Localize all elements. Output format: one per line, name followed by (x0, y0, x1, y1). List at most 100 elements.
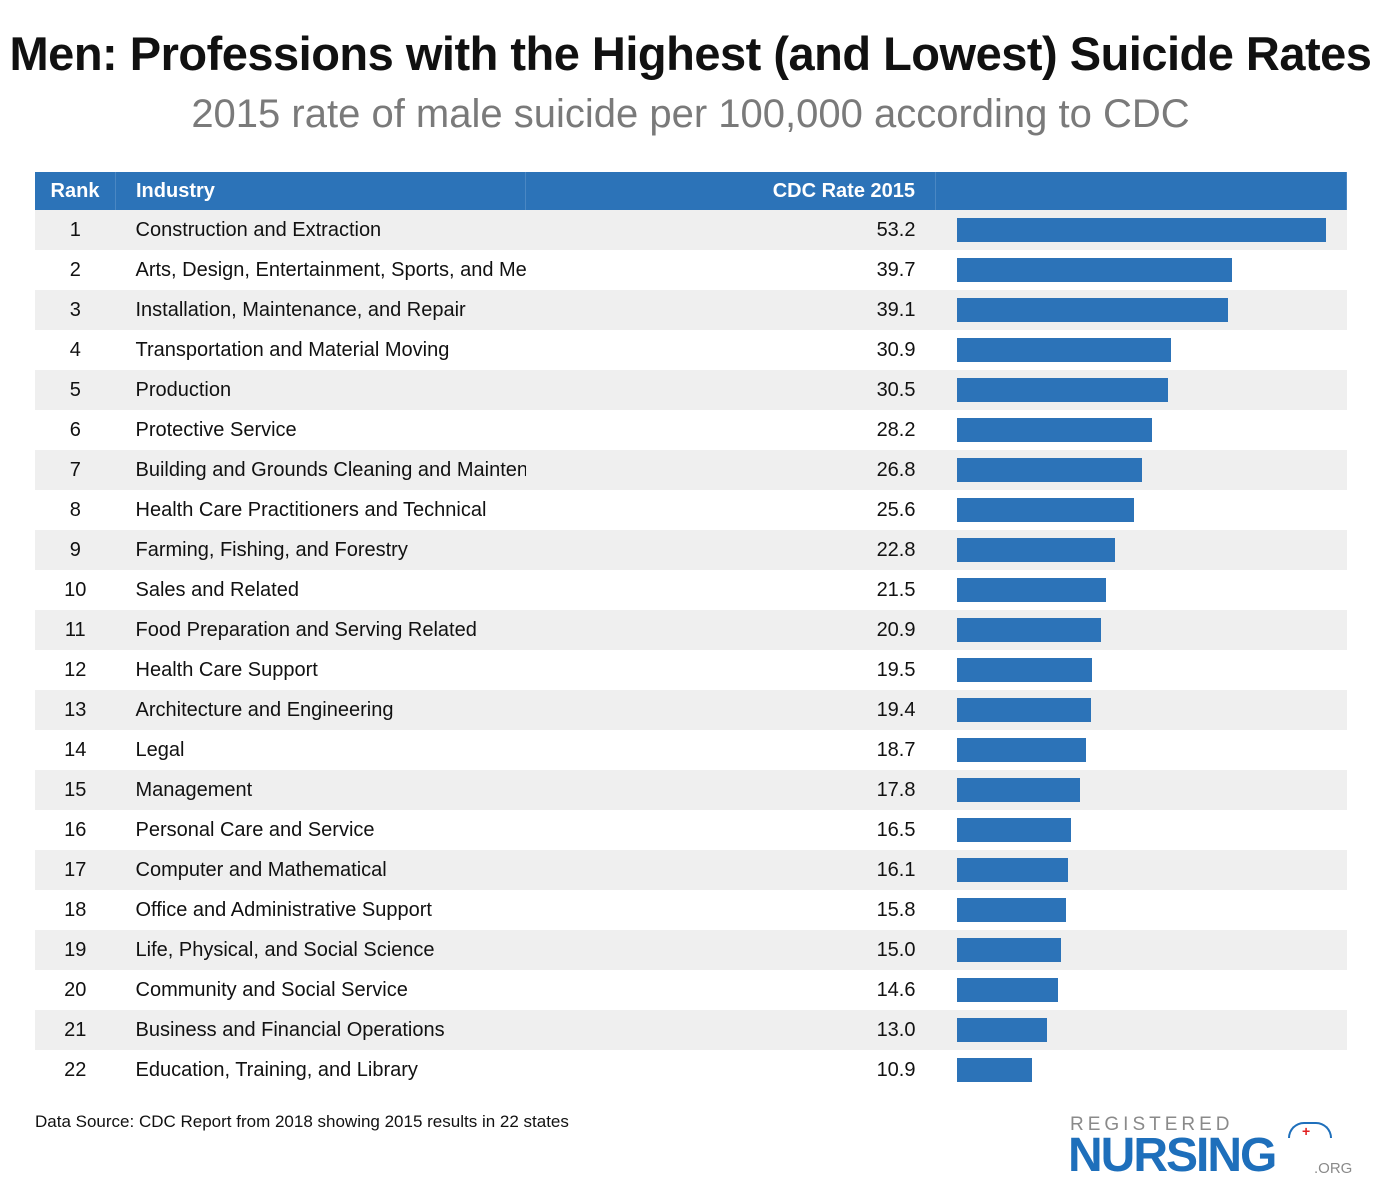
bar (956, 538, 1115, 562)
bar (956, 738, 1087, 762)
table-row: 17 Computer and Mathematical 16.1 (35, 850, 1347, 890)
rate-cell: 22.8 (525, 530, 936, 570)
bar (956, 458, 1143, 482)
industry-cell: Production (115, 370, 526, 410)
chart-title: Men: Professions with the Highest (and L… (9, 27, 1372, 80)
industry-cell: Health Care Support (135, 658, 318, 681)
bar-cell (936, 570, 1347, 610)
bar (956, 578, 1106, 602)
header-row: Rank Industry CDC Rate 2015 (35, 172, 1347, 210)
industry-cell: Health Care Practitioners and Technical (135, 498, 487, 521)
rate-cell: 16.1 (525, 850, 936, 890)
bar-cell (936, 810, 1347, 850)
industry-cell: Community and Social Service (135, 978, 408, 1001)
rate-cell: 15.0 (525, 930, 936, 970)
rank-cell: 6 (69, 418, 81, 441)
rate-cell: 13.0 (525, 1010, 936, 1050)
rate-cell: 18.7 (876, 738, 916, 761)
bar-cell (936, 650, 1347, 690)
table-row: 11 Food Preparation and Serving Related 20… (35, 610, 1347, 650)
industry-cell: Farming, Fishing, and Forestry (115, 530, 526, 570)
table-row: 14 Legal 18.7 (35, 730, 1347, 770)
bar-cell (935, 690, 1347, 730)
industry-cell: Legal (135, 738, 185, 761)
rate-cell: 19.4 (525, 690, 936, 730)
table-row: 7 Building and Grounds Cleaning and Maint… (35, 450, 1347, 490)
rate-cell: 30.5 (525, 370, 936, 410)
rate-cell: 20.9 (525, 610, 936, 650)
table-row: 9 Farming, Fishing, and Forestry 22.8 (35, 530, 1347, 570)
rate-cell: 30.9 (876, 338, 916, 361)
table-row: 3 Installation, Maintenance, and Repair 39… (35, 290, 1347, 330)
industry-cell: Education, Training, and Library (135, 1058, 418, 1081)
bar-cell (935, 930, 1347, 970)
bar-cell (936, 730, 1347, 770)
industry-cell: Computer and Mathematical (115, 850, 526, 890)
data-table: Rank Industry CDC Rate 2015 1 Constructio… (35, 172, 1347, 1090)
table-row: 22 Education, Training, and Library 10.9 (35, 1050, 1347, 1090)
table-row: 10 Sales and Related 21.5 (35, 570, 1347, 610)
industry-cell: Sales and Related (135, 578, 299, 601)
rank-cell: 5 (35, 370, 116, 410)
rate-cell: 39.1 (525, 290, 936, 330)
rate-cell: 14.6 (876, 978, 916, 1001)
rank-cell: 21 (35, 1010, 116, 1050)
bar (956, 218, 1326, 242)
rate-cell: 39.7 (876, 258, 916, 281)
rank-cell: 18 (64, 898, 87, 921)
table-row: 21 Business and Financial Operations 13.0 (35, 1010, 1347, 1050)
bar (956, 1018, 1047, 1042)
table-row: 1 Construction and Extraction 53.2 (35, 210, 1347, 250)
industry-cell: Transportation and Material Moving (135, 338, 450, 361)
bar-cell (935, 770, 1347, 810)
rank-cell: 1 (35, 210, 116, 250)
industry-cell: Arts, Design, Entertainment, Sports, and… (135, 258, 526, 281)
bar-cell (936, 330, 1347, 370)
bar-cell (935, 1010, 1347, 1050)
bar (956, 498, 1135, 522)
rate-cell: 26.8 (525, 450, 936, 490)
bar (956, 658, 1092, 682)
rank-cell: 11 (35, 610, 116, 650)
rank-cell: 10 (64, 578, 87, 601)
header-bar (935, 172, 1347, 210)
rank-cell: 17 (35, 850, 116, 890)
table-row: 2 Arts, Design, Entertainment, Sports, an… (35, 250, 1347, 290)
table-row: 5 Production 30.5 (35, 370, 1347, 410)
table-row: 20 Community and Social Service 14.6 (35, 970, 1347, 1010)
bar (956, 978, 1058, 1002)
rank-cell: 16 (64, 818, 87, 841)
bar-cell (935, 610, 1347, 650)
bar (956, 818, 1071, 842)
bar (956, 258, 1232, 282)
header-rank: Rank (35, 172, 116, 210)
rate-cell: 25.6 (876, 498, 916, 521)
registered-nursing-logo: REGISTERED NURSING .ORG + (1068, 1114, 1353, 1182)
bar-cell (935, 210, 1347, 250)
bar (956, 1058, 1033, 1082)
bar-cell (936, 410, 1347, 450)
rate-cell: 21.5 (876, 578, 916, 601)
rank-cell: 12 (64, 658, 87, 681)
industry-cell: Management (115, 770, 526, 810)
bar (956, 698, 1092, 722)
bar (956, 778, 1080, 802)
table-row: 19 Life, Physical, and Social Science 15.0 (35, 930, 1347, 970)
table-row: 6 Protective Service 28.2 (35, 410, 1347, 450)
rate-cell: 15.8 (876, 898, 916, 921)
bar-cell (935, 850, 1347, 890)
rank-cell: 2 (69, 258, 81, 281)
table-row: 15 Management 17.8 (35, 770, 1347, 810)
industry-cell: Life, Physical, and Social Science (115, 930, 526, 970)
industry-cell: Construction and Extraction (115, 210, 526, 250)
rate-cell: 53.2 (525, 210, 936, 250)
bar (956, 898, 1067, 922)
header-rate: CDC Rate 2015 (525, 172, 936, 210)
bar-cell (936, 490, 1347, 530)
bar (956, 418, 1153, 442)
rank-cell: 13 (35, 690, 116, 730)
table-row: 13 Architecture and Engineering 19.4 (35, 690, 1347, 730)
bar-cell (936, 250, 1347, 290)
rate-cell: 19.5 (876, 658, 916, 681)
